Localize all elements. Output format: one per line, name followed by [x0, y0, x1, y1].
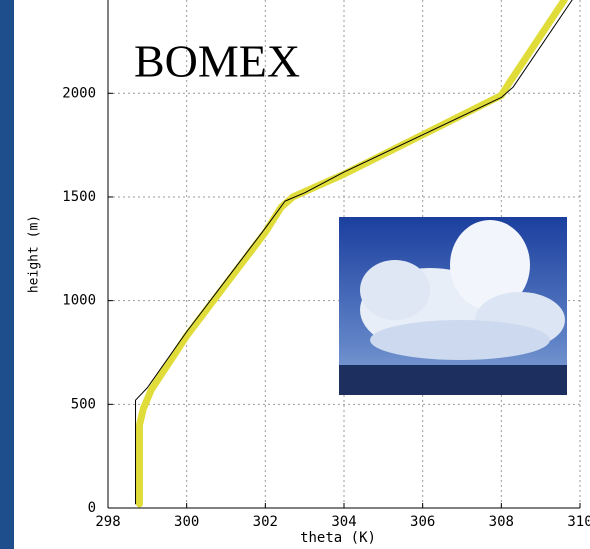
- y-tick-label: 0: [88, 500, 96, 516]
- x-tick-label: 298: [95, 514, 120, 530]
- x-axis-label: theta (K): [300, 530, 376, 546]
- x-tick-label: 306: [410, 514, 435, 530]
- x-tick-label: 310: [567, 514, 590, 530]
- photo-inset: [339, 217, 567, 395]
- x-tick-label: 302: [253, 514, 278, 530]
- y-tick-label: 500: [71, 396, 96, 412]
- y-tick-label: 1500: [62, 189, 96, 205]
- x-tick-label: 308: [489, 514, 514, 530]
- chart: 298 300 302 304 306 308 310 0 500 1000 1500 2000 BO…: [0, 0, 590, 549]
- x-tick-label: 304: [331, 514, 356, 530]
- y-axis-label: height (m): [27, 215, 42, 293]
- x-tick-label: 300: [174, 514, 199, 530]
- y-tick-label: 1000: [62, 293, 96, 309]
- annotation: BOMEX: [134, 36, 300, 87]
- y-tick-label: 2000: [62, 85, 96, 101]
